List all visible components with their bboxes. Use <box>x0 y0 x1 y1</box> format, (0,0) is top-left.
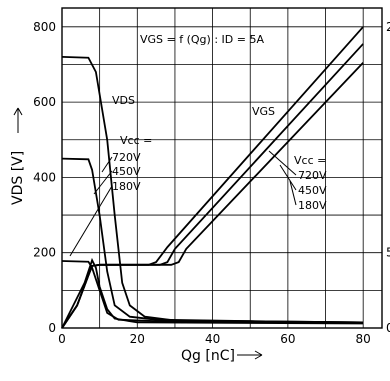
x-axis-arrow <box>237 350 263 360</box>
y-tick-label: 200 <box>33 246 56 260</box>
arrow-vds-720 <box>101 156 113 173</box>
ig-curve <box>61 257 364 329</box>
vcc-left-720: 720V <box>112 151 141 164</box>
plot-frame <box>61 7 383 329</box>
vcc-right-180: 180V <box>298 199 327 212</box>
arrow-vgs-720 <box>268 150 297 176</box>
vcc-right-450: 450V <box>298 184 327 197</box>
vds-curve-label: VDS <box>112 94 135 107</box>
right-tick-label: 5 <box>386 246 390 260</box>
x-tick-label: 20 <box>130 332 145 346</box>
vgs-curve-label: VGS <box>252 105 275 118</box>
x-tick-label: 0 <box>58 332 66 346</box>
vcc-left-title: Vcc = <box>120 134 152 147</box>
x-tick-label: 40 <box>205 332 220 346</box>
y-tick-label: 600 <box>33 95 56 109</box>
x-axis-title: Qg [nC] <box>181 348 235 364</box>
right-tick-label: 0 <box>386 321 390 335</box>
y-tick-label: 400 <box>33 170 56 184</box>
arrow-vds-450 <box>93 170 113 195</box>
vds-450v-curve <box>61 157 364 324</box>
curves <box>61 26 364 329</box>
vcc-left-450: 450V <box>112 165 141 178</box>
y-tick-label: 0 <box>48 321 56 335</box>
vcc-right-title: Vcc = <box>294 154 326 167</box>
y-tick-label: 800 <box>33 20 56 34</box>
x-tick-label: 80 <box>356 332 371 346</box>
vds-180v-curve <box>61 260 364 324</box>
arrow-vgs-450 <box>279 164 297 191</box>
vcc-right-720: 720V <box>298 169 327 182</box>
vgs-180v-curve <box>61 61 364 329</box>
x-tick-label: 60 <box>280 332 295 346</box>
chart-title: VGS = f (Qg) : ID = 5A <box>140 33 264 46</box>
y-axis-title: VDS [V] <box>10 151 26 205</box>
right-tick-label: 2 <box>386 20 390 34</box>
arrow-vds-180 <box>69 185 113 257</box>
y-axis-arrow <box>13 107 23 133</box>
vcc-left-180: 180V <box>112 180 141 193</box>
arrow-vgs-180 <box>289 180 297 206</box>
